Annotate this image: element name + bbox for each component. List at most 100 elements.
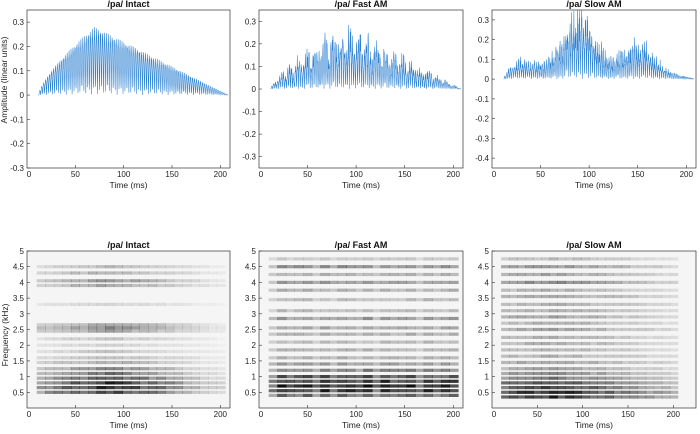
spectrogram-band [637,348,647,352]
spectrogram-band [597,371,606,376]
spectrogram-band [432,340,442,344]
spectrogram-band [389,288,399,292]
spectrogram-band [605,294,614,299]
spectrogram-band [113,367,123,371]
spectrogram-band [320,389,330,393]
spectrogram-band [573,302,582,306]
spectrogram-band [190,360,200,365]
spectrogram-band [509,288,518,292]
spectrogram-band [208,303,217,306]
spectrogram-band [501,335,510,339]
spectrogram-band [549,367,558,371]
panel-5: /pa/ Fast AM 50 100 150 200 0 0.5 1 1.5 2 2.5 3 3.5 4… [245,240,464,430]
y-tick-label: 0 [20,91,25,100]
spectrogram-band [549,386,558,390]
spectrogram-band [449,288,459,292]
spectrogram-band [517,272,526,277]
spectrogram-band [565,288,574,292]
spectrogram-band [637,371,647,376]
spectrogram-band [354,288,364,292]
spectrogram-band [581,342,590,346]
spectrogram-band [423,368,433,372]
spectrogram-band [113,390,123,394]
spectrogram-band [669,321,679,325]
spectrogram-band [88,367,98,371]
spectrogram-band [557,302,566,306]
spectrogram-band [406,309,416,313]
spectrogram-band [79,360,89,365]
spectrogram-band [517,390,526,394]
spectrogram-band [36,343,46,347]
spectrogram-band [549,327,558,332]
spectrogram-band [449,389,459,393]
spectrogram-band [415,265,425,269]
spectrogram-band [397,379,407,383]
spectrogram-band [363,326,373,330]
spectrogram-band [88,326,98,330]
spectrogram-band [199,343,209,347]
spectrogram-band [581,395,590,399]
spectrogram-band [113,302,123,306]
x-tick-label: 50 [533,410,542,419]
spectrogram-band [208,329,218,333]
spectrogram-band [346,272,356,277]
spectrogram-band [629,288,639,292]
spectrogram-band [45,376,55,380]
spectrogram-band [637,302,647,306]
spectrogram-band [354,265,364,269]
spectrogram-band [432,288,442,292]
spectrogram-band [105,356,115,360]
spectrogram-band [285,280,295,284]
spectrogram-band [533,315,542,319]
spectrogram-band [380,316,390,321]
x-tick-label: 0 [27,170,32,179]
spectrogram-band [268,356,278,360]
spectrogram-band [573,327,582,332]
spectrogram-band [661,280,671,284]
spectrogram-band [509,381,518,385]
spectrogram-band [156,302,166,306]
spectrogram-band [285,340,295,344]
spectrogram-band [268,298,278,302]
spectrogram-band [406,362,416,366]
spectrogram-band [423,257,433,261]
spectrogram-band [449,356,459,360]
spectrogram-band [156,343,166,347]
spectrogram-band [311,393,321,397]
y-tick-label: 0.3 [13,18,25,27]
spectrogram-band [645,386,655,390]
spectrogram-band [199,356,209,360]
spectrogram-band [637,321,647,325]
spectrogram-band [661,367,671,371]
spectrogram-band [122,337,132,341]
spectrogram-band [268,362,278,366]
spectrogram-band [525,302,534,306]
spectrogram-band [268,375,278,379]
spectrogram-band [268,389,278,393]
spectrogram-band [372,362,382,366]
spectrogram-band [182,323,192,327]
spectrogram-band [589,294,598,299]
spectrogram-band [277,340,287,344]
spectrogram-band [415,362,425,366]
spectrogram-band [509,327,518,332]
spectrogram-band [557,257,566,261]
spectrogram-band [669,395,679,399]
spectrogram-band [346,265,356,269]
spectrogram-band [629,315,639,319]
spectrogram-band [285,265,295,269]
spectrogram-band [415,393,425,397]
spectrogram-band [372,326,382,330]
spectrogram-band [329,265,339,269]
spectrogram-band [70,323,80,327]
spectrogram-band [389,340,399,344]
spectrogram-band [406,393,416,397]
spectrogram-band [565,302,574,306]
spectrogram-band [565,327,574,332]
x-tick-label: 200 [447,170,461,179]
spectrogram-band [320,348,330,352]
spectrogram-band [549,381,558,385]
spectrogram-band [557,390,566,394]
spectrogram-band [36,371,46,376]
